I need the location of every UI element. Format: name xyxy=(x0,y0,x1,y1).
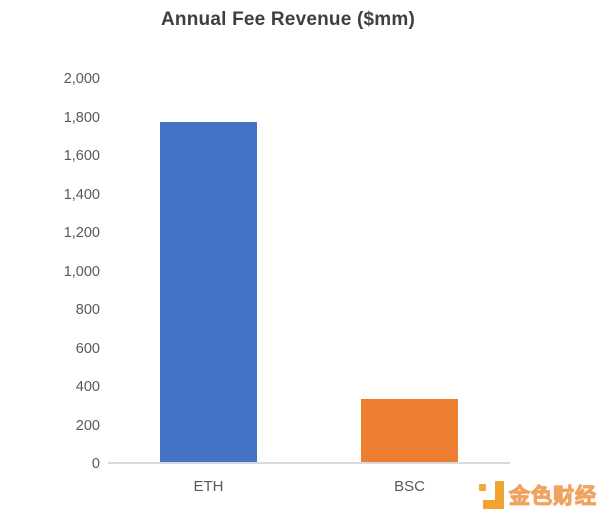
x-axis-line xyxy=(108,462,510,464)
y-axis-tick-label: 1,600 xyxy=(63,148,100,164)
watermark: 金色财经 xyxy=(479,480,597,510)
logo-horizontal-bar xyxy=(483,500,504,509)
x-axis-label-bsc: BSC xyxy=(394,478,425,495)
chart-title: Annual Fee Revenue ($mm) xyxy=(161,9,415,30)
x-axis-label-eth: ETH xyxy=(193,478,224,495)
y-axis-tick-label: 1,000 xyxy=(63,263,100,280)
y-axis-tick-label: 1,200 xyxy=(63,225,100,241)
watermark-text: 金色财经 xyxy=(509,485,597,509)
y-axis-tick-label: 800 xyxy=(75,302,100,318)
y-axis-tick-label: 600 xyxy=(75,340,100,357)
y-axis-tick-label: 200 xyxy=(75,417,100,434)
y-axis-tick-label: 1,400 xyxy=(63,186,100,203)
y-axis-tick-label: 1,800 xyxy=(63,109,100,126)
logo-vertical-bar xyxy=(495,481,504,509)
y-axis-tick-label: 400 xyxy=(75,379,100,395)
bar-eth xyxy=(160,122,257,463)
bar-bsc xyxy=(361,399,458,463)
logo-small-square xyxy=(479,484,486,491)
jinse-finance-logo-icon xyxy=(479,481,504,509)
y-axis-tick-label: 0 xyxy=(91,456,100,472)
y-axis-tick-label: 2,000 xyxy=(63,71,100,87)
